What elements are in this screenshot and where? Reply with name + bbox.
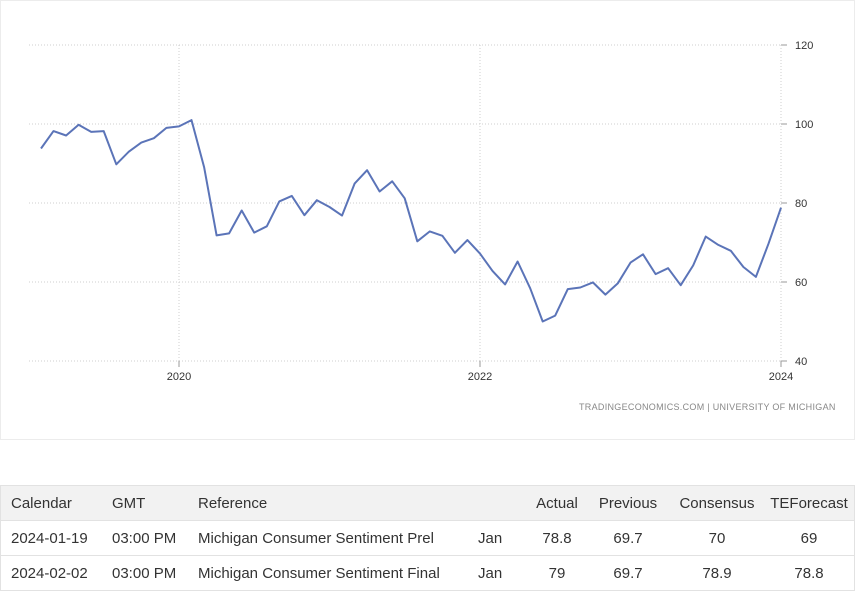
y-tick-label: 40 — [795, 356, 807, 368]
y-tick-label: 60 — [795, 277, 807, 289]
cell-period: Jan — [468, 555, 528, 591]
cell-gmt: 03:00 PM — [102, 520, 188, 556]
x-tick-label: 2024 — [769, 371, 793, 383]
source-credit[interactable]: TRADINGECONOMICS.COM | UNIVERSITY OF MIC… — [579, 402, 836, 412]
table-row[interactable]: 2024-01-19 03:00 PM Michigan Consumer Se… — [0, 520, 855, 556]
cell-consensus: 78.9 — [670, 555, 764, 591]
y-tick-label: 80 — [795, 198, 807, 210]
header-previous[interactable]: Previous — [598, 494, 658, 512]
cell-gmt: 03:00 PM — [102, 555, 188, 591]
header-teforecast[interactable]: TEForecast — [770, 494, 848, 512]
cell-previous: 69.7 — [586, 520, 670, 556]
header-reference[interactable]: Reference — [198, 494, 268, 512]
cell-period: Jan — [468, 520, 528, 556]
header-actual[interactable]: Actual — [536, 494, 578, 512]
y-tick-label: 120 — [795, 40, 813, 52]
cell-teforecast: 78.8 — [764, 555, 855, 591]
cell-consensus: 70 — [670, 520, 764, 556]
line-chart: 40 60 80 100 120 2020 2022 2024 — [29, 40, 813, 383]
gridlines — [29, 44, 787, 367]
cell-teforecast: 69 — [764, 520, 855, 556]
header-calendar[interactable]: Calendar — [11, 494, 72, 512]
series-line[interactable] — [40, 119, 782, 323]
cell-calendar: 2024-01-19 — [0, 520, 102, 556]
x-axis-labels: 2020 2022 2024 — [167, 371, 793, 383]
chart-panel: 40 60 80 100 120 2020 2022 2024 TRADINGECONOMI… — [0, 0, 855, 440]
header-period — [468, 486, 528, 521]
x-tick-label: 2020 — [167, 371, 191, 383]
cell-actual: 78.8 — [528, 520, 586, 556]
header-gmt[interactable]: GMT — [112, 494, 146, 512]
y-axis-labels: 40 60 80 100 120 — [795, 40, 813, 368]
header-consensus[interactable]: Consensus — [679, 494, 755, 512]
cell-calendar: 2024-02-02 — [0, 555, 102, 591]
cell-previous: 69.7 — [586, 555, 670, 591]
table-header-row: Calendar GMT Reference Actual Previous C… — [0, 485, 855, 521]
y-tick-label: 100 — [795, 119, 813, 131]
cell-reference[interactable]: Michigan Consumer Sentiment Prel — [188, 520, 468, 556]
table-row[interactable]: 2024-02-02 03:00 PM Michigan Consumer Se… — [0, 555, 855, 591]
cell-reference[interactable]: Michigan Consumer Sentiment Final — [188, 555, 468, 591]
cell-actual: 79 — [528, 555, 586, 591]
calendar-table: Calendar GMT Reference Actual Previous C… — [0, 485, 855, 591]
x-tick-label: 2022 — [468, 371, 492, 383]
